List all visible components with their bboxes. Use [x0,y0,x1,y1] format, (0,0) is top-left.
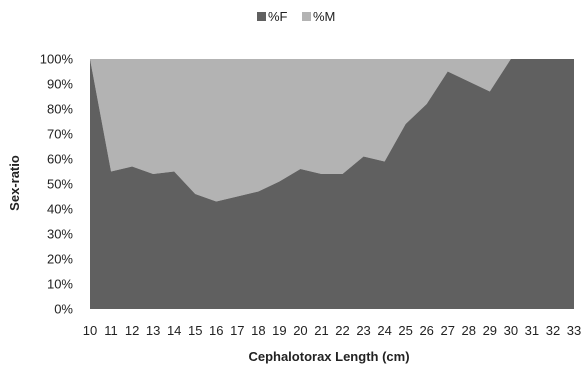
x-tick-label: 32 [546,323,560,338]
x-tick-label: 27 [441,323,455,338]
x-tick-label: 28 [462,323,476,338]
series-m-area [90,59,574,202]
x-tick-label: 17 [230,323,244,338]
x-axis-ticks: 10 11 12 13 14 15 16 17 18 19 20 21 22 23 24 25 26 27 28 29… [83,323,581,338]
x-tick-label: 23 [356,323,370,338]
legend: %F %M [257,9,335,24]
x-tick-label: 25 [398,323,412,338]
x-tick-label: 11 [104,323,118,338]
y-axis-title: Sex-ratio [7,155,22,211]
plot-area [90,59,574,309]
x-tick-label: 31 [525,323,539,338]
x-tick-label: 26 [419,323,433,338]
y-tick-label: 80% [47,102,73,117]
y-tick-label: 50% [47,177,73,192]
y-tick-label: 20% [47,252,73,267]
y-tick-label: 0% [54,302,73,317]
x-tick-label: 30 [504,323,518,338]
y-tick-label: 60% [47,152,73,167]
legend-label-f: %F [268,9,288,24]
x-tick-label: 24 [377,323,391,338]
x-tick-label: 33 [567,323,581,338]
legend-swatch-m [302,12,311,21]
x-tick-label: 20 [293,323,307,338]
x-tick-label: 18 [251,323,265,338]
legend-swatch-f [257,12,266,21]
y-tick-label: 100% [40,52,74,67]
x-tick-label: 21 [314,323,328,338]
x-tick-label: 15 [188,323,202,338]
y-tick-label: 30% [47,227,73,242]
x-tick-label: 19 [272,323,286,338]
x-tick-label: 16 [209,323,223,338]
x-axis-title: Cephalotorax Length (cm) [248,349,409,364]
x-tick-label: 10 [83,323,97,338]
y-tick-label: 10% [47,277,73,292]
x-tick-label: 22 [335,323,349,338]
y-tick-label: 40% [47,202,73,217]
y-axis-ticks: 0% 10% 20% 30% 40% 50% 60% 70% 80% 90% 100% [40,52,74,317]
y-tick-label: 90% [47,77,73,92]
y-tick-label: 70% [47,127,73,142]
x-tick-label: 12 [125,323,139,338]
x-tick-label: 14 [167,323,181,338]
series-f-area [90,59,574,309]
legend-label-m: %M [313,9,335,24]
x-tick-label: 29 [483,323,497,338]
x-tick-label: 13 [146,323,160,338]
